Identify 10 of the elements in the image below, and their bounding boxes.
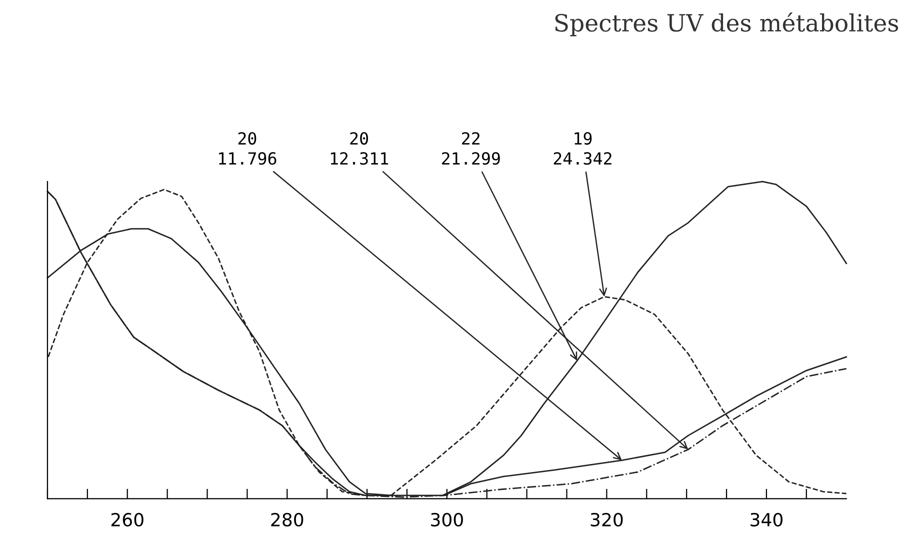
x-tick-label: 340 [750,512,782,527]
x-tick-label: 300 [431,512,463,527]
chart-title: Spectres UV des métabolites [555,12,898,36]
annotation: 22 21.299 [442,132,500,165]
x-tick-label: 280 [271,512,304,527]
x-tick-label: 320 [590,512,623,527]
annotation: 19 24.342 [554,132,612,165]
x-tick-label: 260 [111,512,144,527]
annotation: 20 11.796 [219,132,276,165]
annotation: 20 12.311 [330,132,388,165]
